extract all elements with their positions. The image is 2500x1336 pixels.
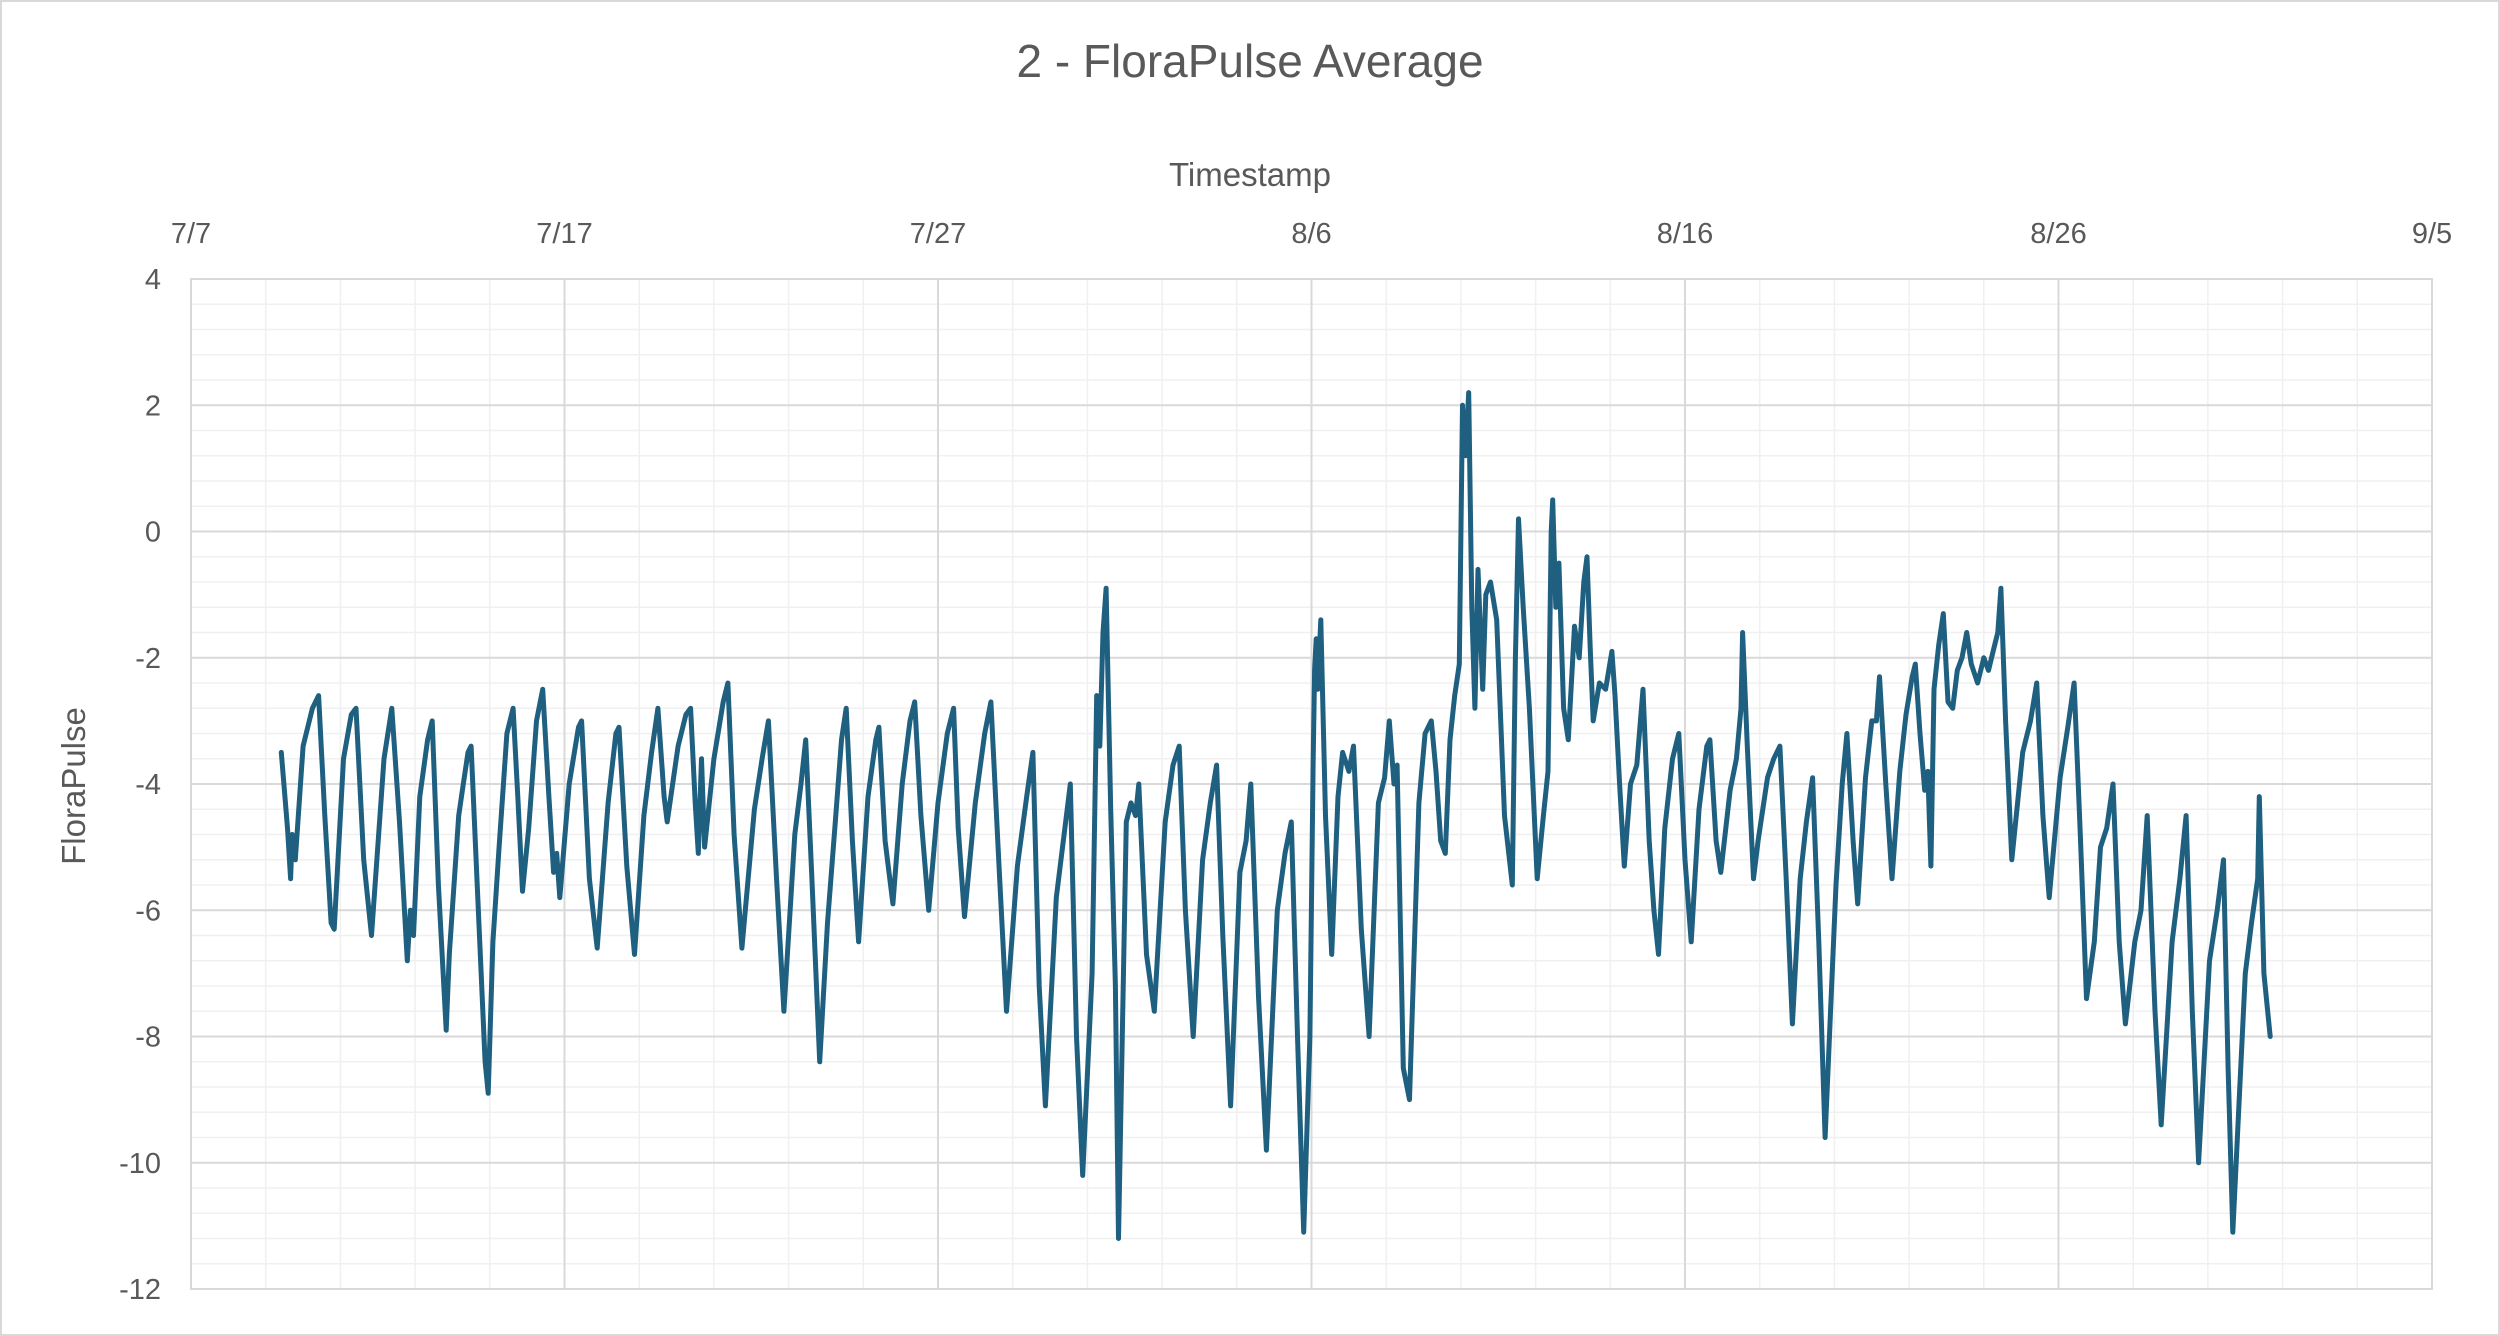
y-tick-label: -6 [135, 895, 161, 927]
y-tick-label: -12 [119, 1274, 161, 1306]
y-tick-label: -8 [135, 1022, 161, 1054]
x-tick-label: 7/7 [171, 218, 211, 250]
y-tick-label: -4 [135, 769, 161, 801]
x-tick-label: 8/6 [1291, 218, 1331, 250]
x-tick-label: 9/5 [2412, 218, 2452, 250]
y-tick-label: -10 [119, 1148, 161, 1180]
chart-title: 2 - FloraPulse Average [1016, 35, 1484, 87]
y-tick-label: 0 [145, 517, 161, 549]
y-tick-label: 2 [145, 390, 161, 422]
y-axis-ticks: 4 2 0 -2 -4 -6 -8 -10 -12 [119, 264, 161, 1306]
x-tick-label: 8/16 [1657, 218, 1713, 250]
series-line [278, 390, 2273, 1241]
x-tick-label: 8/26 [2030, 218, 2086, 250]
x-axis-title: Timestamp [1169, 156, 1331, 193]
y-tick-label: 4 [145, 264, 161, 296]
x-axis-ticks: 7/7 7/17 7/27 8/6 8/16 8/26 9/5 [171, 218, 2452, 250]
plot-border [190, 278, 2433, 1290]
y-tick-label: -2 [135, 643, 161, 675]
plot-border-rect [190, 278, 2433, 1290]
series-layer [278, 390, 2273, 1241]
x-tick-label: 7/27 [910, 218, 966, 250]
x-tick-label: 7/17 [536, 218, 592, 250]
